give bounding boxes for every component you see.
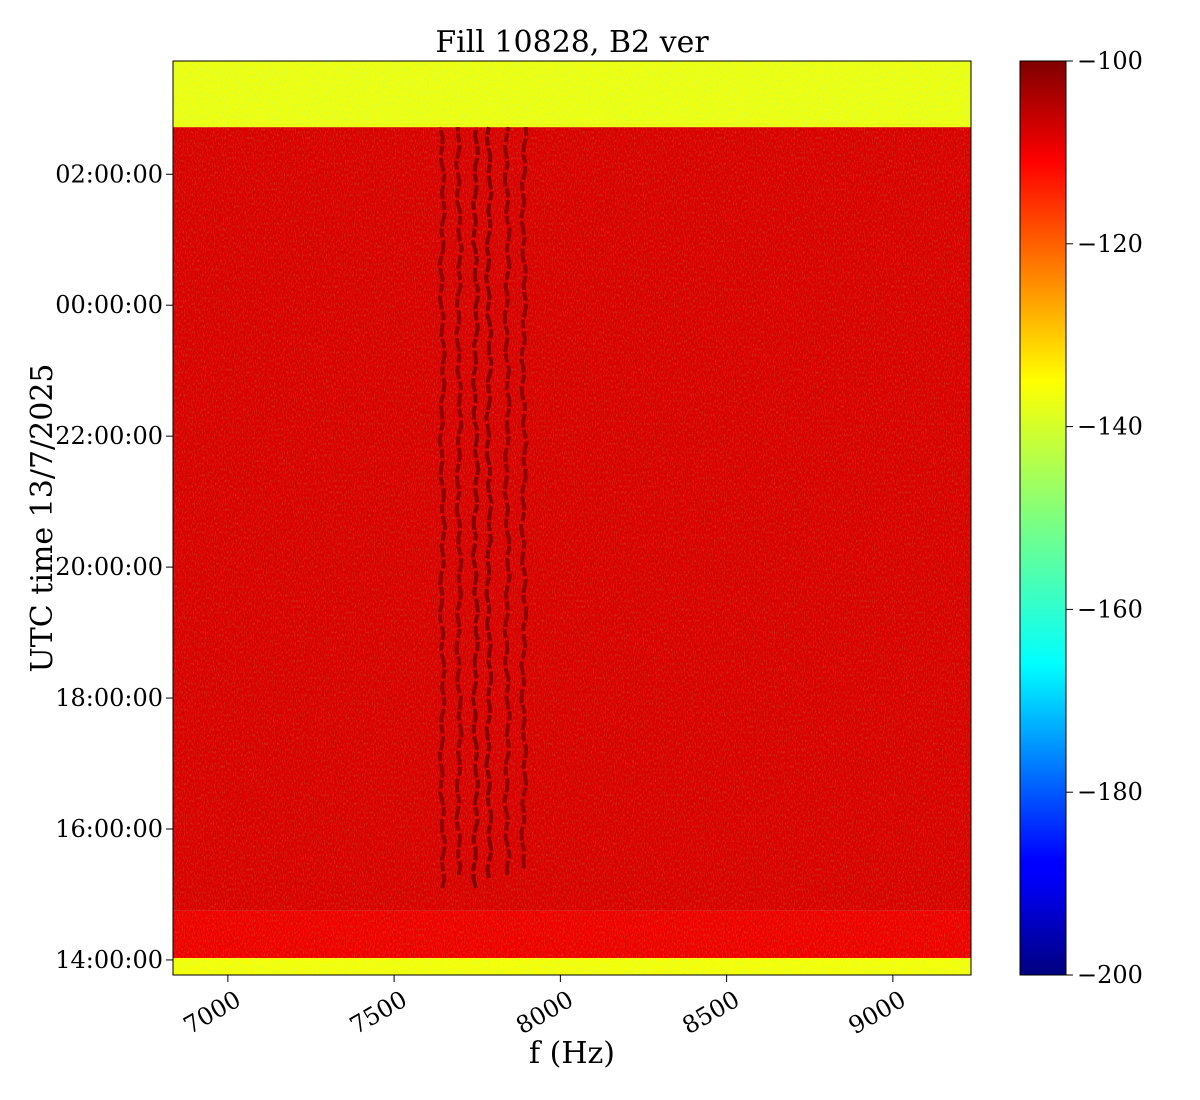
y-tick-label: 22:00:00 [55,422,163,450]
spectrogram-plot-area [173,61,971,975]
noise-texture [173,61,971,975]
y-tick-label: 18:00:00 [55,684,163,712]
colorbar-tick-label: −200 [1077,961,1143,989]
region-noise [173,61,971,128]
spectral-line [454,126,464,876]
y-tick-label: 20:00:00 [55,553,163,581]
y-tick-label: 02:00:00 [55,160,163,188]
chart-title: Fill 10828, B2 ver [435,25,709,60]
y-tick-label: 16:00:00 [55,815,163,843]
y-tick-label: 14:00:00 [55,946,163,974]
colorbar-tick-label: −160 [1077,595,1143,623]
spectral-line [518,126,529,869]
x-tick-label: 7500 [345,985,412,1040]
y-axis-label: UTC time 13/7/2025 [25,364,60,673]
plot-frame [172,60,972,976]
spectral-line [437,126,448,889]
x-axis-label: f (Hz) [529,1036,615,1071]
x-tick-label: 8500 [678,985,745,1040]
x-tick-label: 8000 [511,985,578,1040]
spectral-lines [437,126,529,889]
region-speckle [173,127,971,911]
colorbar-gradient [1019,60,1067,976]
colorbar-tick-label: −120 [1077,230,1143,258]
colorbar-tick-label: −140 [1077,413,1143,441]
x-tick-label: 7000 [179,985,246,1040]
y-axis-ticks: 14:00:00 16:00:00 18:00:00 20:00:00 22:00:00… [55,160,173,974]
spectral-line [484,126,494,879]
colorbar-tick-label: −100 [1077,47,1143,75]
spectral-line [470,126,481,889]
x-tick-label: 9000 [844,985,911,1040]
region-speckle [173,910,971,958]
colorbar-tick-label: −180 [1077,778,1143,806]
region-noise [173,957,971,975]
x-axis-ticks: 7000 7500 8000 8500 9000 [179,975,911,1040]
y-tick-label: 00:00:00 [55,291,163,319]
colorbar: −100 −120 −140 −160 −180 −200 [1019,47,1143,989]
spectral-line [502,126,512,875]
colorbar-ticks: −100 −120 −140 −160 −180 −200 [1066,47,1143,989]
